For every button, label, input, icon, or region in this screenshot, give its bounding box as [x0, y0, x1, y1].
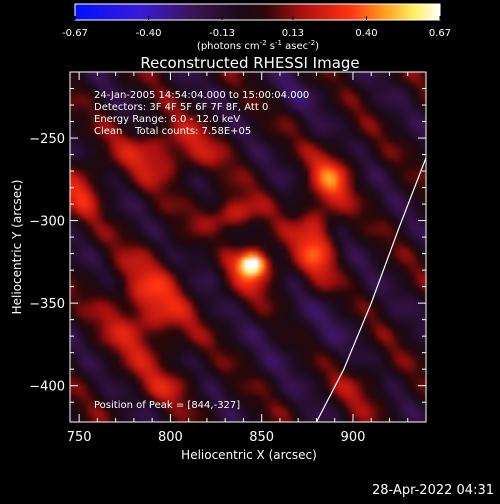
colorbar-tick-label: -0.40 [136, 28, 162, 39]
heatmap-image [70, 72, 426, 422]
info-line-energy: Energy Range: 6.0 - 12.0 keV [94, 114, 240, 125]
plot-axes: 750 800 850 900 −250 −300 −350 −400 [29, 72, 426, 445]
y-tick-label: −350 [29, 297, 65, 312]
footer-timestamp: 28-Apr-2022 04:31 [372, 483, 494, 498]
colorbar-tick-label: -0.13 [209, 28, 235, 39]
y-tick-label: −300 [29, 215, 65, 230]
info-line-time: 24-Jan-2005 14:54:04.000 to 15:00:04.000 [94, 90, 309, 101]
x-axis-label: Heliocentric X (arcsec) [181, 448, 317, 462]
colorbar [74, 3, 441, 21]
colorbar-tick-label: 0.67 [429, 28, 451, 39]
peak-position-label: Position of Peak = [844,-327] [94, 400, 240, 411]
colorbar-tick-label: 0.40 [355, 28, 377, 39]
x-tick-label: 800 [158, 430, 183, 445]
plot-frame [69, 71, 427, 423]
info-line-detectors: Detectors: 3F 4F 5F 6F 7F 8F, Att 0 [94, 102, 268, 113]
y-tick-label: −250 [29, 132, 65, 147]
x-tick-label: 750 [67, 430, 92, 445]
chart-title: Reconstructed RHESSI Image [140, 54, 359, 72]
colorbar-ticks: -0.67 -0.40 -0.13 0.13 0.40 0.67 [62, 16, 451, 39]
colorbar-tick-label: -0.67 [62, 28, 88, 39]
colorbar-tick-label: 0.13 [282, 28, 304, 39]
info-line-clean: Clean Total counts: 7.58E+05 [94, 126, 251, 137]
observation-info: 24-Jan-2005 14:54:04.000 to 15:00:04.000… [94, 90, 309, 137]
y-axis-label: Heliocentric Y (arcsec) [10, 180, 24, 315]
x-tick-label: 850 [249, 430, 274, 445]
colorbar-unit-label: (photons cm-2 s-1 asec-2) [197, 39, 319, 52]
solar-limb-line [315, 157, 426, 422]
y-tick-label: −400 [29, 380, 65, 395]
x-tick-label: 900 [341, 430, 366, 445]
